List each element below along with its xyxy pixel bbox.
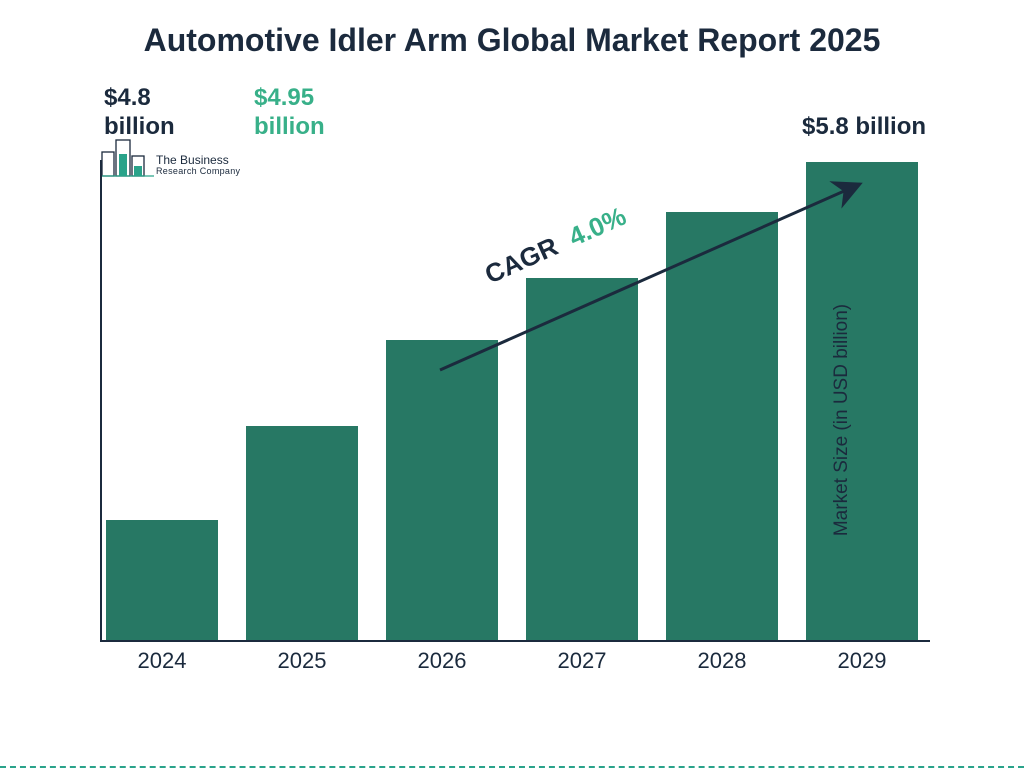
x-axis: [100, 640, 930, 642]
x-tick-label: 2025: [246, 648, 358, 674]
x-tick-label: 2027: [526, 648, 638, 674]
chart-title-text: Automotive Idler Arm Global Market Repor…: [144, 22, 881, 58]
bar-chart: 202420252026202720282029 CAGR 4.0% $4.8b…: [60, 160, 950, 680]
x-tick-label: 2028: [666, 648, 778, 674]
x-tick-label: 2024: [106, 648, 218, 674]
value-label: $4.8billion: [104, 84, 175, 142]
growth-arrow: [100, 160, 930, 640]
x-tick-label: 2026: [386, 648, 498, 674]
chart-title: Automotive Idler Arm Global Market Repor…: [0, 22, 1024, 59]
y-axis-label-text: Market Size (in USD billion): [831, 304, 852, 536]
value-label: $5.8 billion: [802, 113, 926, 142]
value-label: $4.95billion: [254, 84, 325, 142]
y-axis-label: Market Size (in USD billion): [831, 304, 853, 536]
x-tick-label: 2029: [806, 648, 918, 674]
